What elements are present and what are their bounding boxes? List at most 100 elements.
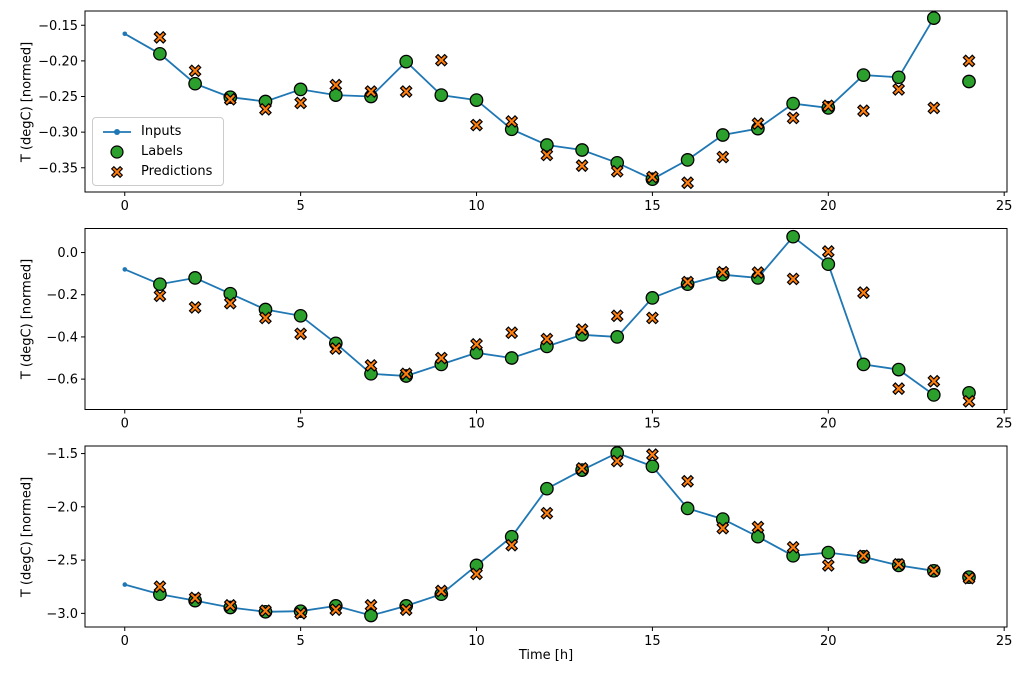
labels-marker (469, 93, 484, 107)
predictions-marker (716, 150, 730, 164)
labels-marker (856, 357, 871, 372)
predictions-marker (821, 245, 835, 258)
inputs-line (124, 17, 935, 181)
labels-marker (364, 608, 378, 623)
predictions-marker (329, 603, 343, 617)
inputs-marker (122, 31, 128, 37)
predictions-marker (927, 374, 941, 388)
labels-marker (786, 96, 800, 111)
predictions-marker (434, 53, 448, 67)
predictions-marker (927, 564, 941, 578)
predictions-marker (188, 300, 202, 314)
labels-marker (575, 143, 589, 157)
y-axis-label-subplot-2: T (degC) [normed] (19, 258, 35, 380)
predictions-marker (505, 115, 519, 128)
labels-marker (293, 82, 308, 97)
predictions-marker (540, 332, 554, 346)
predictions-marker (751, 117, 765, 131)
y-tick-label: −0.4 (46, 330, 78, 345)
predictions-marker (857, 286, 870, 300)
labels-marker (751, 529, 765, 544)
predictions-marker (610, 454, 624, 468)
predictions-marker (153, 580, 167, 594)
predictions-marker (259, 102, 272, 116)
predictions-marker (610, 164, 624, 178)
predictions-marker (399, 85, 413, 98)
predictions-marker (786, 272, 800, 286)
predictions-marker (962, 394, 976, 408)
labels-marker (153, 277, 167, 292)
x-tick-label: 25 (996, 199, 1013, 214)
x-tick-label: 10 (468, 417, 485, 432)
labels-marker (540, 481, 554, 496)
circle-icon (110, 144, 124, 159)
legend-item-labels: Labels (101, 142, 212, 161)
y-tick-label: −2.0 (46, 500, 78, 515)
predictions-marker (434, 584, 448, 598)
x-tick-label: 10 (468, 634, 485, 649)
legend-label-inputs: Inputs (141, 124, 182, 139)
legend-x (110, 165, 124, 178)
predictions-marker (681, 275, 695, 289)
labels-marker (786, 229, 800, 244)
labels-marker (891, 362, 906, 377)
predictions-marker (857, 104, 870, 118)
labels-marker (540, 138, 554, 152)
axes-spine (84, 228, 1008, 410)
predictions-marker (892, 82, 906, 96)
labels-marker (610, 330, 625, 344)
predictions-marker (470, 118, 483, 132)
x-tick-label: 15 (644, 634, 661, 649)
predictions-marker (294, 96, 308, 110)
x-tick-label: 20 (820, 417, 837, 432)
labels-marker (680, 501, 695, 516)
y-tick-label: −0.25 (38, 90, 78, 105)
predictions-marker (575, 159, 589, 173)
predictions-marker (892, 382, 906, 396)
predictions-marker (259, 311, 272, 325)
predictions-marker (329, 342, 343, 355)
y-axis-label-subplot-1: T (degC) [normed] (19, 41, 35, 162)
x-tick-label: 25 (996, 417, 1013, 432)
predictions-marker (470, 337, 483, 351)
predictions-marker (505, 538, 519, 552)
inputs-marker (122, 267, 128, 272)
predictions-marker (927, 101, 941, 115)
x-tick-label: 5 (296, 199, 304, 214)
legend-label-predictions: Predictions (141, 164, 213, 179)
predictions-marker (294, 327, 308, 341)
predictions-marker (153, 289, 167, 303)
legend-label-labels: Labels (141, 144, 183, 159)
x-tick-label: 0 (121, 634, 129, 649)
predictions-marker (223, 598, 237, 612)
y-tick-label: −0.35 (38, 161, 78, 176)
predictions-marker (399, 603, 413, 617)
y-tick-label: −0.15 (38, 19, 78, 34)
predictions-marker (786, 540, 800, 554)
y-tick-label: −3.0 (46, 607, 78, 622)
x-tick-label: 15 (644, 199, 661, 214)
labels-marker (821, 545, 836, 560)
predictions-marker (645, 448, 659, 462)
labels-marker (856, 68, 871, 82)
predictions-marker (716, 265, 730, 279)
predictions-marker (716, 521, 730, 535)
x-axis-label: Time [h] (518, 648, 574, 663)
predictions-marker (470, 567, 483, 581)
predictions-marker (645, 170, 659, 184)
predictions-marker (364, 598, 378, 612)
labels-marker (962, 74, 976, 89)
y-tick-label: −2.5 (46, 554, 78, 569)
labels-marker (399, 54, 414, 69)
labels-marker (926, 388, 941, 402)
y-tick-label: −0.6 (46, 373, 78, 388)
x-tick-label: 15 (644, 417, 661, 432)
predictions-marker (786, 111, 800, 125)
x-tick-label: 20 (820, 634, 837, 649)
labels-marker (821, 257, 836, 272)
x-tick-label: 5 (296, 417, 304, 432)
predictions-marker (575, 462, 589, 475)
predictions-marker (364, 358, 378, 372)
predictions-marker (188, 64, 202, 78)
